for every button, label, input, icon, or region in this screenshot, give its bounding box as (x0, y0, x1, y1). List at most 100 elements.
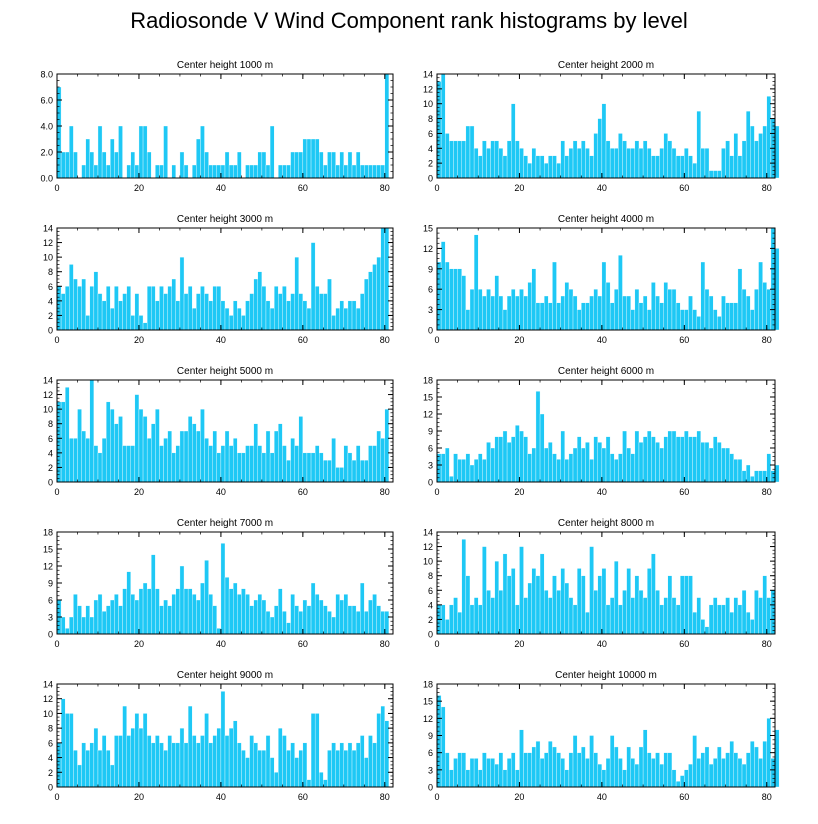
bar (228, 588, 234, 635)
bar (257, 445, 263, 483)
bar (224, 577, 230, 635)
bar (175, 742, 181, 788)
bar (183, 164, 189, 179)
bar (461, 539, 467, 635)
bar (717, 442, 722, 483)
y-tick-label: 3 (428, 305, 433, 315)
bar (310, 452, 316, 483)
bar (667, 430, 673, 483)
bar (192, 307, 197, 331)
bar (282, 735, 287, 788)
bar (527, 162, 532, 179)
bar (758, 133, 763, 179)
bar (626, 447, 631, 483)
bar (647, 309, 652, 331)
bar (261, 151, 267, 179)
bar (593, 752, 598, 788)
bar (663, 282, 669, 331)
bar (535, 741, 541, 788)
bar (372, 264, 377, 331)
bar (659, 604, 664, 635)
bar (360, 582, 365, 635)
bar (101, 611, 107, 635)
bar (614, 746, 619, 788)
bar (725, 597, 730, 635)
bar (576, 148, 582, 179)
x-tick-label: 40 (216, 792, 226, 802)
bar (688, 295, 693, 331)
bar (717, 170, 722, 179)
bar (535, 575, 541, 635)
bar (212, 430, 217, 483)
bar (465, 575, 471, 635)
bar (196, 138, 201, 179)
x-tick-label: 0 (434, 183, 439, 193)
bar (758, 261, 763, 331)
bar (286, 300, 291, 331)
bar (192, 594, 197, 635)
panel-title: Center height 2000 m (558, 60, 654, 71)
bar (319, 293, 324, 331)
bar (364, 278, 369, 331)
bar (249, 605, 254, 635)
bar (696, 316, 701, 331)
bar (618, 758, 623, 788)
bar (651, 758, 656, 788)
bar (343, 307, 349, 331)
x-tick-label: 40 (597, 335, 607, 345)
bar (671, 430, 677, 483)
bar (593, 133, 598, 179)
bar (589, 155, 594, 179)
bar (97, 452, 103, 483)
bar (556, 459, 561, 483)
bar (212, 605, 217, 635)
bar (233, 582, 238, 635)
bar (729, 302, 734, 331)
bar (360, 459, 365, 483)
bar (651, 436, 656, 483)
bar (754, 470, 759, 483)
bar (478, 453, 483, 483)
bar (634, 289, 640, 331)
bar (208, 445, 213, 483)
bar (535, 302, 541, 331)
bar (65, 713, 70, 788)
bar (171, 594, 177, 635)
bar (204, 151, 209, 179)
bar (224, 430, 230, 483)
bar (576, 309, 582, 331)
bar (486, 148, 491, 179)
bar (77, 408, 82, 483)
x-tick-label: 0 (54, 639, 59, 649)
bar (684, 309, 689, 331)
bar (89, 616, 95, 635)
y-tick-label: 12 (423, 84, 433, 94)
bar (630, 453, 636, 483)
bar (138, 315, 144, 331)
bar (60, 151, 66, 179)
bar (146, 286, 152, 331)
bar (69, 125, 74, 179)
y-tick-label: 6 (48, 596, 53, 606)
bar (490, 447, 495, 483)
bar (597, 295, 603, 331)
bar (93, 599, 99, 635)
x-tick-label: 40 (216, 335, 226, 345)
bar (478, 604, 483, 635)
bar (663, 133, 669, 179)
bar (572, 735, 578, 788)
y-tick-label: 8 (48, 724, 53, 734)
bar (228, 315, 234, 331)
bar (183, 430, 189, 483)
bar (498, 436, 504, 483)
bar (725, 140, 730, 179)
bar (572, 295, 578, 331)
bar (515, 140, 520, 179)
bar (69, 264, 74, 331)
y-tick-label: 0 (428, 326, 433, 336)
bar (721, 447, 726, 483)
bar (220, 543, 226, 635)
bar (543, 752, 549, 788)
bar (245, 757, 250, 788)
y-tick-label: 14 (43, 224, 53, 234)
